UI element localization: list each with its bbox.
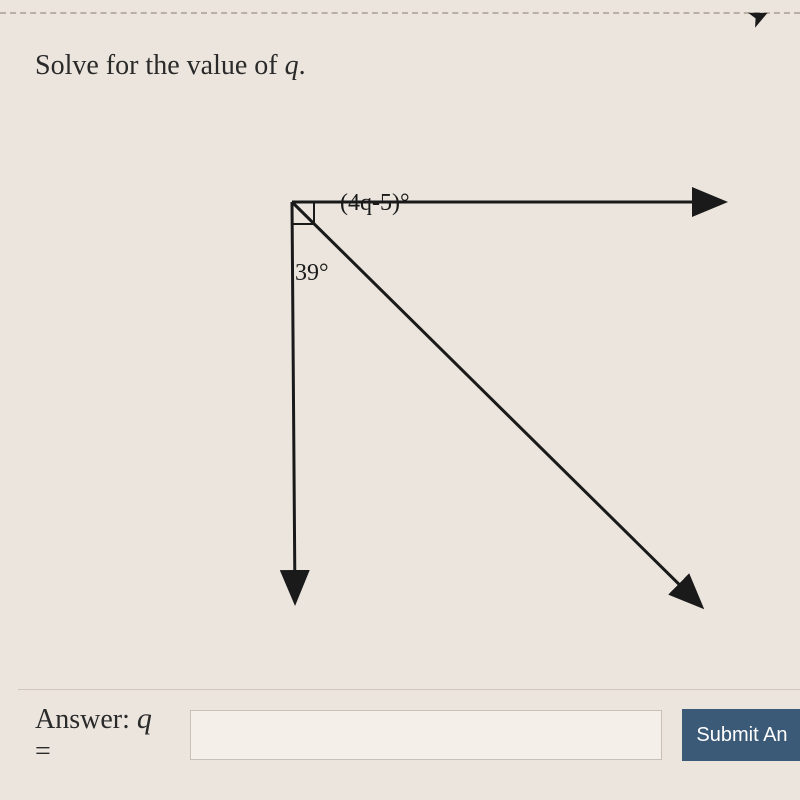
submit-button[interactable]: Submit An (682, 709, 800, 761)
answer-section-divider (18, 689, 800, 690)
top-divider (0, 12, 800, 14)
answer-input[interactable] (190, 710, 662, 760)
question-prefix: Solve for the value of (35, 50, 285, 81)
answer-equals: = (35, 736, 51, 767)
question-text: Solve for the value of q. (35, 50, 306, 82)
answer-row: Answer: q = Submit An (0, 695, 800, 775)
angle-diagram: (4q-5)° 39° (0, 130, 800, 650)
angle-label-bottom: 39° (295, 260, 329, 287)
question-variable: q (285, 50, 299, 81)
answer-prefix: Answer: (35, 704, 137, 735)
question-suffix: . (299, 50, 306, 81)
answer-label: Answer: q = (35, 702, 172, 768)
answer-variable: q (137, 702, 152, 735)
angle-label-top: (4q-5)° (340, 190, 410, 217)
cursor-icon: ➤ (743, 0, 775, 35)
